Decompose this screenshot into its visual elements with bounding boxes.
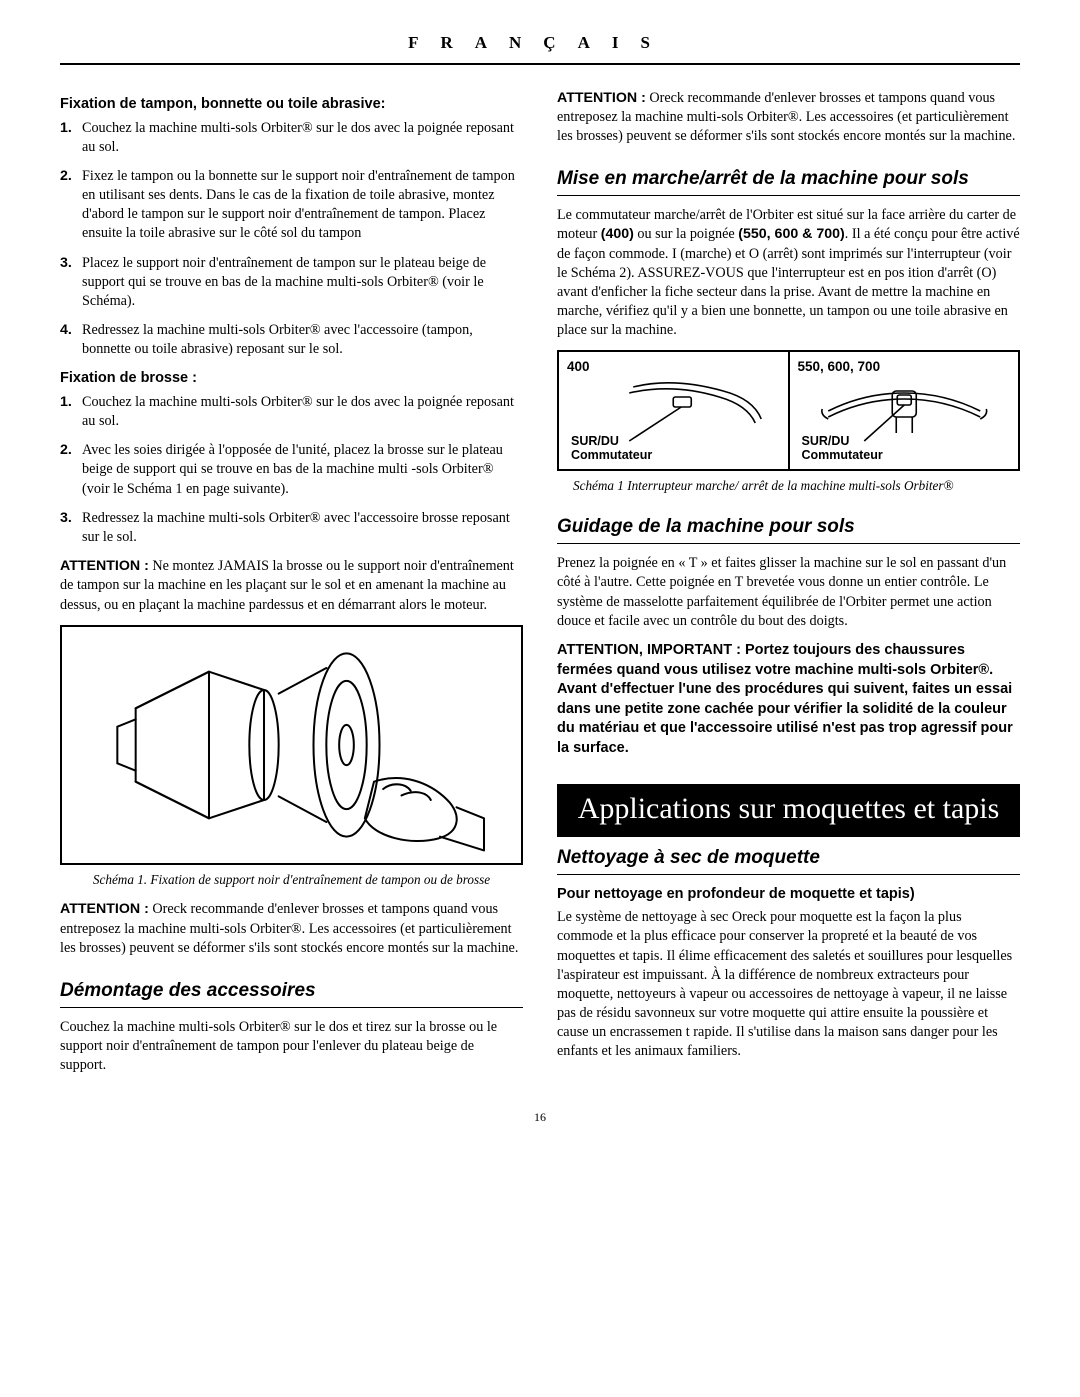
paragraph: Le système de nettoyage à sec Oreck pour… <box>557 908 1020 1061</box>
right-column: ATTENTION : Oreck recommande d'enlever b… <box>557 89 1020 1085</box>
heading-fixation-tampon: Fixation de tampon, bonnette ou toile ab… <box>60 95 523 115</box>
list-item: Couchez la machine multi-sols Orbiter® s… <box>82 119 523 157</box>
page-number: 16 <box>60 1109 1020 1125</box>
paragraph: Prenez la poignée en « T » et faites gli… <box>557 554 1020 631</box>
label-surdu: SUR/DU <box>571 434 619 448</box>
section-demontage: Démontage des accessoires <box>60 980 523 1008</box>
attention-paragraph: ATTENTION : Oreck recommande d'enlever b… <box>557 89 1020 147</box>
diagram-550: SUR/DU Commutateur <box>798 377 1011 465</box>
list-fixation-brosse: Couchez la machine multi-sols Orbiter® s… <box>60 393 523 547</box>
text-run: . Il a été conçu pour être activé de faç… <box>557 226 1020 338</box>
figure-caption: Schéma 1. Fixation de support noir d'ent… <box>60 871 523 889</box>
switch-label: SUR/DU Commutateur <box>571 435 652 463</box>
list-item: Redressez la machine multi-sols Orbiter®… <box>82 509 523 547</box>
paragraph: Le commutateur marche/arrêt de l'Orbiter… <box>557 206 1020 340</box>
section-nettoyage: Nettoyage à sec de moquette <box>557 847 1020 875</box>
attention-label: ATTENTION : <box>60 558 149 574</box>
applications-title-box: Applications sur moquettes et tapis <box>557 784 1020 837</box>
list-item: Placez le support noir d'entraînement de… <box>82 254 523 312</box>
list-item: Redressez la machine multi-sols Orbiter®… <box>82 321 523 359</box>
list-item: Fixez le tampon ou la bonnette sur le su… <box>82 167 523 244</box>
switch-diagram-table: 400 SUR/DU Commutateur <box>557 350 1020 470</box>
section-mise-en-marche: Mise en marche/arrêt de la machine pour … <box>557 168 1020 196</box>
cell-header: 400 <box>567 358 780 376</box>
switch-cell-550-700: 550, 600, 700 <box>789 351 1020 469</box>
list-item: Avec les soies dirigée à l'opposée de l'… <box>82 441 523 499</box>
heading-fixation-brosse: Fixation de brosse : <box>60 369 523 389</box>
figure-caption: Schéma 1 Interrupteur marche/ arrêt de l… <box>557 477 1020 495</box>
attention-label: ATTENTION : <box>557 90 646 106</box>
attention-paragraph: ATTENTION : Oreck recommande d'enlever b… <box>60 900 523 958</box>
subheading-nettoyage: Pour nettoyage en profondeur de moquette… <box>557 885 1020 905</box>
list-fixation-tampon: Couchez la machine multi-sols Orbiter® s… <box>60 119 523 360</box>
bold-model: (400) <box>601 226 634 242</box>
page-header: FRANÇAIS <box>60 32 1020 65</box>
list-item: Couchez la machine multi-sols Orbiter® s… <box>82 393 523 431</box>
attention-paragraph: ATTENTION : Ne montez JAMAIS la brosse o… <box>60 557 523 615</box>
figure-pad-driver <box>60 625 523 865</box>
label-commutateur: Commutateur <box>571 448 652 462</box>
switch-cell-400: 400 SUR/DU Commutateur <box>558 351 789 469</box>
attention-important-block: ATTENTION, IMPORTANT : Portez toujours d… <box>557 641 1020 758</box>
label-surdu: SUR/DU <box>802 434 850 448</box>
section-guidage: Guidage de la machine pour sols <box>557 516 1020 544</box>
two-column-layout: Fixation de tampon, bonnette ou toile ab… <box>60 89 1020 1085</box>
bold-model: (550, 600 & 700) <box>738 226 844 242</box>
diagram-400: SUR/DU Commutateur <box>567 377 780 465</box>
text-run: ou sur la poignée <box>634 226 738 242</box>
switch-label: SUR/DU Commutateur <box>802 435 883 463</box>
left-column: Fixation de tampon, bonnette ou toile ab… <box>60 89 523 1085</box>
label-commutateur: Commutateur <box>802 448 883 462</box>
attention-label: ATTENTION : <box>60 901 149 917</box>
cell-header: 550, 600, 700 <box>798 358 1011 376</box>
paragraph: Couchez la machine multi-sols Orbiter® s… <box>60 1018 523 1076</box>
pad-driver-illustration <box>70 635 513 855</box>
